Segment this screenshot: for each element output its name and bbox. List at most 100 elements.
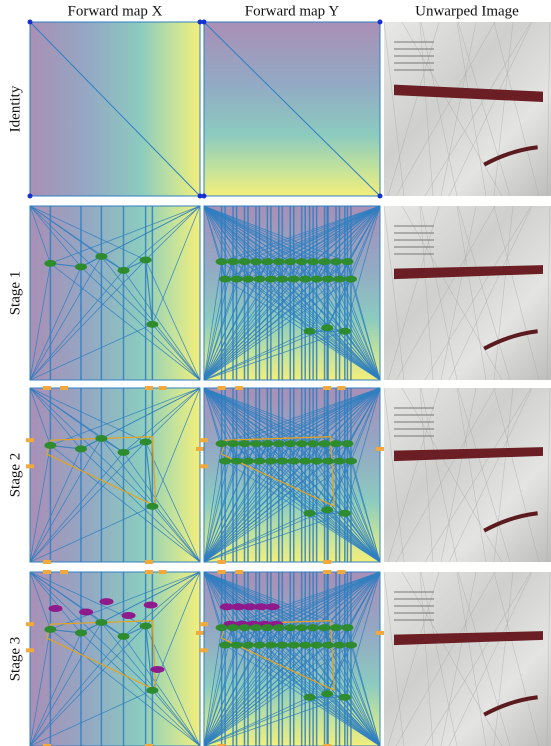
purple-node bbox=[79, 609, 93, 616]
green-node bbox=[339, 694, 351, 701]
green-node bbox=[307, 440, 319, 447]
green-node bbox=[311, 642, 323, 649]
boundary-marker bbox=[235, 386, 243, 390]
green-node bbox=[311, 276, 323, 283]
green-node bbox=[44, 260, 56, 267]
boundary-marker bbox=[200, 648, 208, 652]
green-node bbox=[140, 256, 152, 263]
corner-node bbox=[202, 194, 207, 199]
green-node bbox=[44, 442, 56, 449]
boundary-marker bbox=[376, 447, 384, 451]
green-node bbox=[95, 435, 107, 442]
green-node bbox=[304, 694, 316, 701]
green-node bbox=[322, 276, 334, 283]
boundary-marker bbox=[376, 631, 384, 635]
boundary-marker bbox=[218, 386, 226, 390]
green-node bbox=[75, 629, 87, 636]
green-node bbox=[330, 624, 342, 631]
boundary-marker bbox=[200, 464, 208, 468]
green-node bbox=[273, 624, 285, 631]
green-node bbox=[95, 253, 107, 260]
green-node bbox=[265, 458, 277, 465]
green-node bbox=[238, 258, 250, 265]
green-node bbox=[242, 458, 254, 465]
green-node bbox=[238, 440, 250, 447]
green-node bbox=[219, 276, 231, 283]
green-node bbox=[253, 458, 265, 465]
green-node bbox=[227, 440, 239, 447]
green-node bbox=[339, 510, 351, 517]
column-header: Unwarped Image bbox=[415, 3, 519, 19]
boundary-marker bbox=[43, 386, 51, 390]
green-node bbox=[273, 440, 285, 447]
boundary-marker bbox=[60, 570, 68, 574]
green-node bbox=[219, 458, 231, 465]
green-node bbox=[253, 642, 265, 649]
green-node bbox=[341, 624, 353, 631]
boundary-marker bbox=[323, 570, 331, 574]
green-node bbox=[261, 258, 273, 265]
green-node bbox=[304, 328, 316, 335]
green-node bbox=[216, 258, 228, 265]
row-label: Stage 2 bbox=[7, 453, 23, 498]
boundary-marker bbox=[218, 570, 226, 574]
green-node bbox=[284, 624, 296, 631]
green-node bbox=[238, 624, 250, 631]
green-node bbox=[118, 449, 130, 456]
green-node bbox=[250, 624, 262, 631]
boundary-marker bbox=[26, 648, 34, 652]
boundary-marker bbox=[26, 464, 34, 468]
corner-node bbox=[28, 20, 33, 25]
green-node bbox=[334, 642, 346, 649]
panels: IdentityStage 1Stage 2Stage 3 bbox=[7, 20, 551, 746]
green-node bbox=[321, 690, 333, 697]
green-node bbox=[231, 276, 243, 283]
green-node bbox=[75, 263, 87, 270]
boundary-marker bbox=[145, 560, 153, 564]
boundary-marker bbox=[235, 570, 243, 574]
purple-node bbox=[49, 605, 63, 612]
green-node bbox=[231, 458, 243, 465]
green-node bbox=[231, 642, 243, 649]
boundary-marker bbox=[200, 622, 208, 626]
green-node bbox=[146, 503, 158, 510]
green-node bbox=[216, 440, 228, 447]
green-node bbox=[304, 510, 316, 517]
green-node bbox=[253, 276, 265, 283]
boundary-marker bbox=[43, 560, 51, 564]
green-node bbox=[322, 642, 334, 649]
green-node bbox=[227, 624, 239, 631]
green-node bbox=[95, 619, 107, 626]
green-node bbox=[242, 276, 254, 283]
corner-node bbox=[202, 20, 207, 25]
green-node bbox=[345, 458, 357, 465]
green-node bbox=[284, 440, 296, 447]
green-node bbox=[140, 438, 152, 445]
green-node bbox=[299, 642, 311, 649]
document-photo bbox=[384, 22, 551, 196]
green-node bbox=[219, 642, 231, 649]
boundary-marker bbox=[43, 570, 51, 574]
figure: Forward map X Forward map Y Unwarped Ima… bbox=[0, 0, 551, 746]
boundary-marker bbox=[145, 386, 153, 390]
document-photo bbox=[384, 388, 551, 562]
boundary-marker bbox=[60, 386, 68, 390]
boundary-marker bbox=[145, 570, 153, 574]
row-label: Stage 1 bbox=[7, 271, 23, 316]
green-node bbox=[44, 626, 56, 633]
boundary-marker bbox=[323, 386, 331, 390]
green-node bbox=[334, 276, 346, 283]
green-node bbox=[288, 458, 300, 465]
green-node bbox=[296, 258, 308, 265]
boundary-marker bbox=[159, 570, 167, 574]
green-node bbox=[319, 258, 331, 265]
green-node bbox=[284, 258, 296, 265]
boundary-marker bbox=[196, 447, 204, 451]
green-node bbox=[250, 440, 262, 447]
green-node bbox=[265, 276, 277, 283]
purple-node bbox=[100, 598, 114, 605]
green-node bbox=[276, 276, 288, 283]
corner-node bbox=[378, 20, 383, 25]
green-node bbox=[261, 624, 273, 631]
green-node bbox=[341, 258, 353, 265]
